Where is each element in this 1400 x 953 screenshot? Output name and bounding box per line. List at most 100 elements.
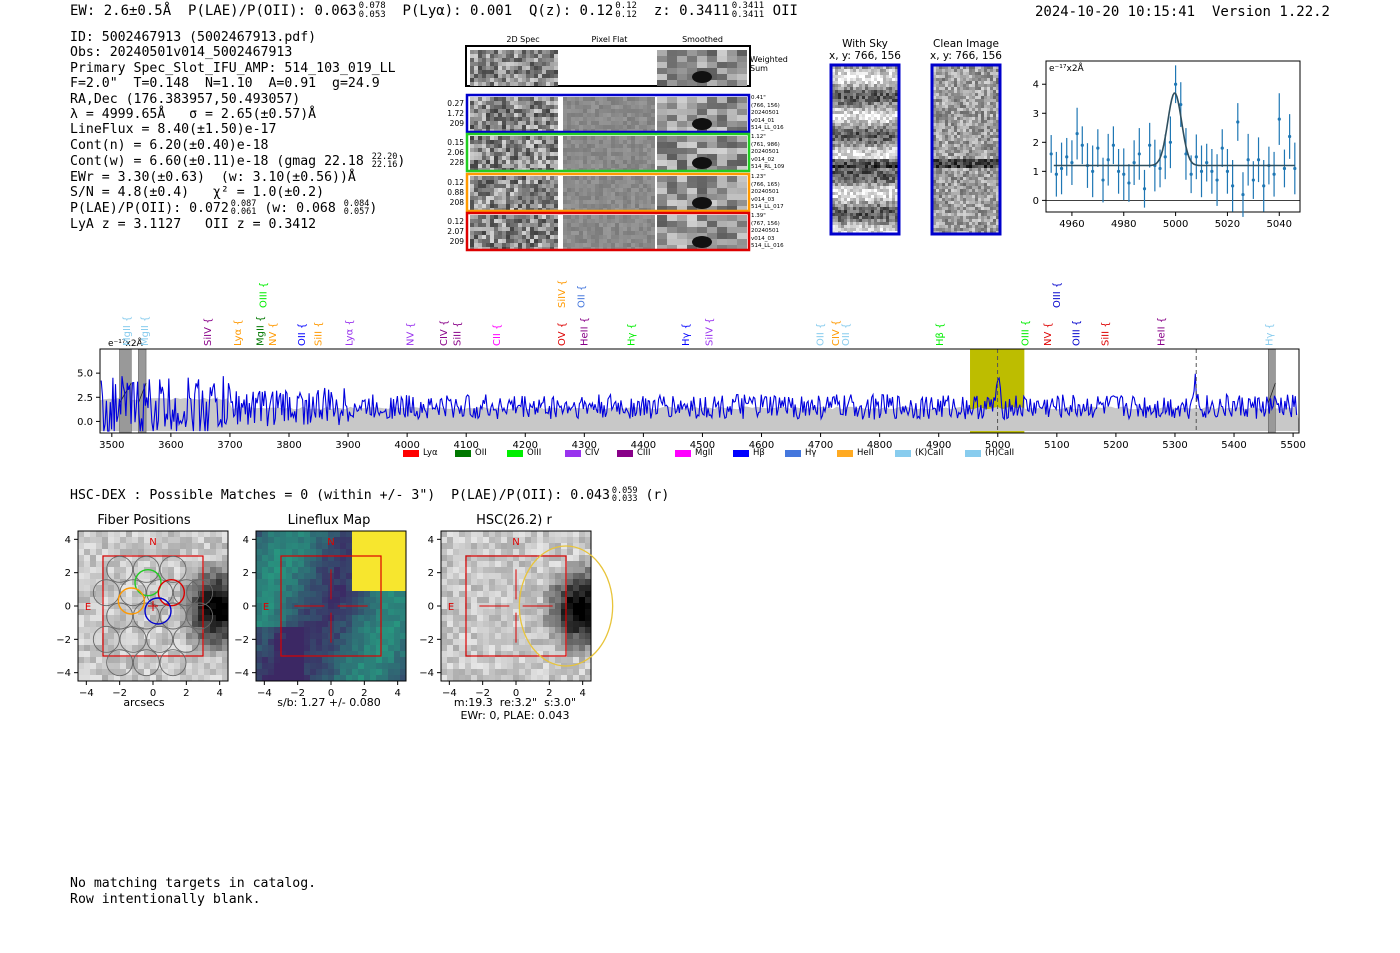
spectrum-axes <box>99 348 1300 434</box>
line-marker-label: SiIV { <box>557 280 568 308</box>
panel-pixel <box>120 531 126 537</box>
qz-upper: 0.12 <box>615 1 637 11</box>
panel-pixel <box>90 543 96 549</box>
fit-data-point <box>1101 178 1105 182</box>
panel-pixel <box>150 531 156 537</box>
plae2-w-upper: 0.084 <box>343 199 370 210</box>
cutout-meta-line: v014_03 <box>751 196 775 203</box>
fit-ytick-label: 3 <box>1033 109 1039 120</box>
cutout-right-meta: 1.12" (761, 986) 20240501 v014_02 514_RL_109 <box>751 134 784 172</box>
spectrum-xtick-label: 4200 <box>513 440 538 451</box>
panel-pixel <box>126 531 132 537</box>
panel-pixel <box>180 531 186 537</box>
plya-value: P(Lyα): 0.001 <box>402 3 513 19</box>
line-marker-label: Lyα { <box>344 319 355 346</box>
cutout-meta-line: 20240501 <box>751 228 779 234</box>
legend-label: (H)CaII <box>985 448 1015 458</box>
cutout-meta-line: 0.41" <box>751 95 766 101</box>
fit-data-point <box>1184 152 1188 156</box>
fit-data-point <box>1075 131 1079 136</box>
cutout-stat: 0.27 <box>447 99 464 108</box>
version: Version 1.22.2 <box>1211 4 1330 20</box>
cutout-left-stats: 0.15 2.06 228 <box>446 138 464 168</box>
line-marker-label: NV { <box>1043 322 1054 346</box>
panel-pixel <box>138 531 144 537</box>
legend-item: Hβ <box>733 448 765 458</box>
fit-data-point <box>1106 158 1110 162</box>
with-sky-title: With Sky x, y: 766, 156 <box>826 38 904 62</box>
legend-item: (K)CaII <box>895 448 943 458</box>
info-params: F=2.0" T=0.148 N=1.10 A=0.91 g=24.9 <box>70 76 380 92</box>
cutout-meta-line: (761, 986) <box>751 141 780 148</box>
line-marker-label: SiII { <box>314 321 325 346</box>
spectrum-ylabel: e⁻¹⁷x2Å <box>108 337 144 349</box>
hsc-summary: HSC-DEX : Possible Matches = 0 (within +… <box>70 487 670 504</box>
spectrum-xtick-label: 4500 <box>690 440 715 451</box>
legend-label: HeII <box>857 448 874 458</box>
panel-pixel <box>132 531 138 537</box>
clean-xy: x, y: 766, 156 <box>930 50 1002 62</box>
line-marker-label: HeII { <box>579 317 590 346</box>
legend-item: Lyα <box>403 448 438 458</box>
panel-pixel <box>192 537 198 543</box>
legend-label: Hβ <box>753 448 765 458</box>
line-marker-label: HeII { <box>1156 317 1167 346</box>
fit-data-point <box>1277 117 1281 121</box>
fit-data-point <box>1049 152 1053 156</box>
line-id: OII <box>772 3 798 19</box>
panel-pixel <box>126 537 132 543</box>
line-marker-label: CIV { <box>439 320 450 346</box>
info-lambda: λ = 4999.65Å σ = 2.65(±0.57)Å <box>70 107 317 123</box>
info-plae: P(LAE)/P(OII): 0.072 0.087 0.061 (w: 0.068… <box>70 199 378 218</box>
cutout-meta-line: 514_LL_016 <box>751 125 784 131</box>
fit-data-point <box>1225 169 1230 173</box>
fit-data-point <box>1194 155 1198 159</box>
weighted-sum-label: Weighted Sum <box>750 55 788 73</box>
panel-pixel <box>222 531 228 537</box>
info-contw: Cont(w) = 6.60(±0.11)e-18 (gmag 22.18 22… <box>70 152 406 171</box>
cutout-meta-line: 1.12" <box>751 134 766 140</box>
spectrum-xtick-label: 4800 <box>867 440 892 451</box>
panel-pixel <box>84 543 90 549</box>
panel-pixel <box>126 543 132 549</box>
spectrum-xtick-label: 4300 <box>572 440 597 451</box>
fit-data-point <box>1215 178 1219 182</box>
spectrum-xtick-label: 4100 <box>453 440 478 451</box>
plae2-w-lower: 0.057 <box>343 207 370 218</box>
cutout-stat: 2.07 <box>447 227 464 236</box>
cutout-right-meta: 1.39" (767, 156) 20240501 v014_03 514_LL_016 <box>751 213 784 251</box>
line-marker-label: SiIV { <box>705 318 716 346</box>
panel-pixel <box>168 531 174 537</box>
cutout-stat: 209 <box>449 237 464 246</box>
cutout-stat: 0.12 <box>447 217 464 226</box>
z-value: z: 0.3411 <box>653 3 730 19</box>
fit-data-point <box>1231 184 1235 188</box>
plae2-w: (w: 0.068 <box>264 201 336 217</box>
cutout-stat: 0.15 <box>447 138 464 147</box>
panel-pixel <box>144 531 150 537</box>
legend-label: OII <box>475 448 487 458</box>
fit-ytick-label: 0 <box>1033 196 1039 207</box>
panel-pixel <box>144 543 150 549</box>
line-marker-label: SiII { <box>452 321 463 346</box>
legend-swatch <box>785 449 801 457</box>
cutout-left-stats: 0.12 0.88 208 <box>446 178 464 208</box>
legend-item: (H)CaII <box>965 448 1014 458</box>
spectrum-xtick-label: 5400 <box>1221 440 1246 451</box>
spectrum-ytick-label: 2.5 <box>77 393 93 404</box>
fit-ytick-label: 1 <box>1033 167 1039 178</box>
hsc-band: (r) <box>645 488 670 503</box>
plae2-text: P(LAE)/P(OII): 0.072 <box>70 201 229 217</box>
mask-hatch <box>1267 382 1276 404</box>
panel-pixel <box>186 537 192 543</box>
hsc-lower: 0.033 <box>611 494 638 504</box>
line-marker-label: Hγ { <box>681 323 692 346</box>
fiber-positions-title: Fiber Positions <box>97 513 191 528</box>
legend-swatch <box>965 449 981 457</box>
fit-axes <box>1045 60 1301 213</box>
gmag-lower: 22.16 <box>371 160 398 171</box>
legend-label: MgII <box>695 448 713 458</box>
panel-pixel <box>192 531 198 537</box>
spectrum-xtick-label: 5200 <box>1103 440 1128 451</box>
